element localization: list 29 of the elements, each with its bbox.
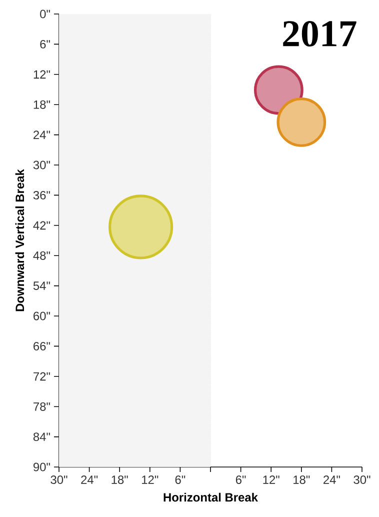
x-tick-label: 24"	[324, 476, 340, 484]
x-tick-label: 18"	[294, 476, 310, 484]
y-tick-label: 0"	[40, 10, 50, 18]
y-tick-label: 48"	[33, 251, 50, 260]
y-tick-label: 42"	[33, 221, 50, 230]
y-tick-label: 54"	[33, 282, 50, 290]
y-tick-label: 72"	[34, 372, 50, 381]
y-tick-label: 6"	[40, 40, 50, 48]
y-tick-label: 30"	[33, 160, 50, 170]
x-axis-title: Horizontal Break	[164, 492, 258, 502]
x-tick-label: 6"	[236, 476, 246, 484]
y-tick-label: 66"	[34, 342, 50, 350]
x-tick-label: 30"	[354, 476, 370, 484]
y-tick-label: 36"	[33, 190, 50, 200]
x-tick-label: 18"	[112, 476, 128, 484]
x-tick-label: 24"	[81, 476, 98, 484]
y-axis-title: Downward Vertical Break	[15, 169, 24, 312]
x-tick-label: 12"	[263, 476, 280, 484]
y-tick-label: 90"	[34, 462, 50, 472]
y-tick-label: 24"	[34, 130, 50, 139]
y-tick-label: 18"	[34, 100, 50, 109]
x-tick-label: 6"	[175, 476, 186, 484]
x-tick-label: 30"	[50, 476, 68, 484]
y-tick-label: 12"	[34, 70, 50, 79]
y-tick-label: 78"	[34, 402, 50, 411]
x-tick-label: 12"	[142, 476, 158, 484]
chart-title: 2017	[283, 20, 356, 47]
y-tick-label: 60"	[34, 312, 50, 320]
y-tick-label: 84"	[33, 432, 50, 442]
